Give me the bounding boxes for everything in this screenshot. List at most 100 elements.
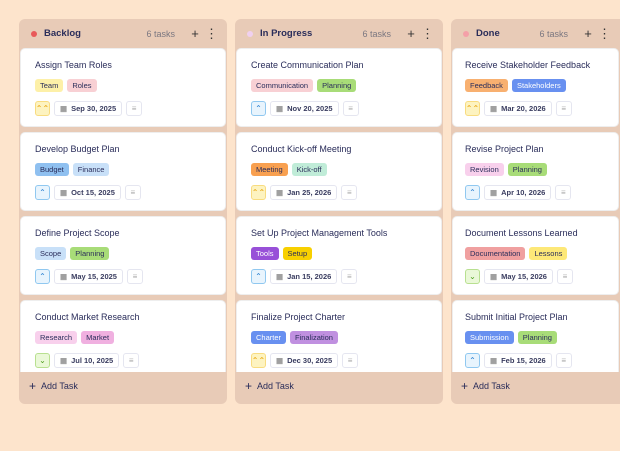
due-date-text: Mar 20, 2026: [501, 104, 546, 113]
due-date[interactable]: ▦ May 15, 2026: [484, 269, 553, 284]
description-icon[interactable]: ≡: [555, 185, 572, 200]
priority-medium-icon[interactable]: ⌃: [35, 185, 50, 200]
tag: Documentation: [465, 247, 526, 260]
priority-medium-icon[interactable]: ⌃: [251, 101, 266, 116]
due-date[interactable]: ▦ May 15, 2025: [54, 269, 123, 284]
due-date-text: Nov 20, 2025: [287, 104, 333, 113]
task-card[interactable]: Receive Stakeholder Feedback Feedback Sta…: [452, 48, 619, 127]
calendar-icon: ▦: [490, 188, 498, 197]
priority-low-icon[interactable]: ⌄: [35, 353, 50, 368]
due-date[interactable]: ▦ Dec 30, 2025: [270, 353, 339, 368]
calendar-icon: ▦: [276, 104, 284, 113]
description-icon[interactable]: ≡: [341, 269, 358, 284]
tag: Tools: [251, 247, 279, 260]
tag: Planning: [70, 247, 110, 260]
description-icon[interactable]: ≡: [555, 101, 572, 116]
task-count: 6 tasks: [362, 28, 391, 39]
add-icon[interactable]: +: [584, 26, 592, 41]
card-footer: ⌄ ▦ May 15, 2026 ≡: [465, 269, 606, 284]
tag: Planning: [517, 331, 557, 344]
due-date[interactable]: ▦ Mar 20, 2026: [484, 101, 552, 116]
tag-list: Research Market: [35, 331, 211, 344]
card-footer: ⌃⌃ ▦ Sep 30, 2025 ≡: [35, 101, 211, 116]
tag: Scope: [35, 247, 67, 260]
calendar-icon: ▦: [490, 272, 498, 281]
task-card[interactable]: Conduct Market Research Research Market ⌄…: [20, 300, 226, 372]
due-date-text: Apr 10, 2026: [501, 188, 546, 197]
tag-list: Charter Finalization: [251, 331, 427, 344]
tag: Finance: [72, 163, 110, 176]
due-date[interactable]: ▦ Feb 15, 2026: [484, 353, 552, 368]
card-list: Assign Team Roles Team Roles ⌃⌃ ▦ Sep 30, …: [19, 48, 227, 372]
due-date-text: Sep 30, 2025: [71, 104, 117, 113]
tag: Planning: [317, 79, 357, 92]
status-dot: [463, 30, 469, 37]
tag: Stakeholders: [511, 79, 566, 92]
priority-low-icon[interactable]: ⌄: [465, 269, 480, 284]
priority-high-icon[interactable]: ⌃⌃: [465, 101, 480, 116]
add-icon[interactable]: +: [191, 26, 199, 41]
add-task-button[interactable]: + Add Task: [245, 379, 294, 393]
add-task-button[interactable]: + Add Task: [29, 379, 78, 393]
due-date[interactable]: ▦ Apr 10, 2026: [484, 185, 552, 200]
task-card[interactable]: Revise Project Plan Revision Planning ⌃ ▦…: [452, 132, 619, 211]
task-card[interactable]: Develop Budget Plan Budget Finance ⌃ ▦ Oct…: [20, 132, 226, 211]
priority-high-icon[interactable]: ⌃⌃: [251, 353, 266, 368]
priority-medium-icon[interactable]: ⌃: [465, 353, 480, 368]
tag-list: Submission Planning: [465, 331, 606, 344]
tag-list: Meeting Kick-off: [251, 163, 427, 176]
description-icon[interactable]: ≡: [123, 353, 140, 368]
more-options-icon[interactable]: ⋮: [205, 25, 218, 41]
description-icon[interactable]: ≡: [341, 185, 358, 200]
tag: Research: [35, 331, 78, 344]
due-date[interactable]: ▦ Oct 15, 2025: [54, 185, 121, 200]
task-card[interactable]: Submit Initial Project Plan Submission Pl…: [452, 300, 619, 372]
card-footer: ⌃ ▦ Nov 20, 2025 ≡: [251, 101, 427, 116]
calendar-icon: ▦: [60, 188, 68, 197]
description-icon[interactable]: ≡: [556, 269, 573, 284]
more-options-icon[interactable]: ⋮: [421, 25, 434, 41]
description-icon[interactable]: ≡: [342, 101, 359, 116]
task-card[interactable]: Document Lessons Learned Documentation Le…: [452, 216, 619, 295]
task-card[interactable]: Assign Team Roles Team Roles ⌃⌃ ▦ Sep 30, …: [20, 48, 226, 127]
add-task-label: Add Task: [257, 381, 294, 391]
plus-icon: +: [245, 379, 253, 393]
priority-high-icon[interactable]: ⌃⌃: [35, 101, 50, 116]
more-options-icon[interactable]: ⋮: [598, 25, 611, 41]
description-icon[interactable]: ≡: [555, 353, 572, 368]
card-list: Receive Stakeholder Feedback Feedback Sta…: [451, 48, 620, 372]
task-card[interactable]: Define Project Scope Scope Planning ⌃ ▦ Ma…: [20, 216, 226, 295]
due-date[interactable]: ▦ Sep 30, 2025: [54, 101, 123, 116]
task-title: Revise Project Plan: [465, 144, 544, 154]
due-date-text: Feb 15, 2026: [501, 356, 546, 365]
priority-medium-icon[interactable]: ⌃: [251, 269, 266, 284]
tag: Setup: [282, 247, 313, 260]
task-title: Create Communication Plan: [251, 60, 364, 70]
task-title: Set Up Project Management Tools: [251, 228, 388, 238]
description-icon[interactable]: ≡: [124, 185, 141, 200]
tag: Feedback: [465, 79, 508, 92]
card-footer: ⌃ ▦ Apr 10, 2026 ≡: [465, 185, 606, 200]
task-card[interactable]: Finalize Project Charter Charter Finaliza…: [236, 300, 442, 372]
priority-medium-icon[interactable]: ⌃: [35, 269, 50, 284]
task-card[interactable]: Create Communication Plan Communication P…: [236, 48, 442, 127]
description-icon[interactable]: ≡: [126, 101, 143, 116]
due-date[interactable]: ▦ Jan 15, 2026: [270, 269, 338, 284]
due-date[interactable]: ▦ Jul 10, 2025: [54, 353, 120, 368]
add-task-button[interactable]: + Add Task: [461, 379, 510, 393]
tag: Submission: [465, 331, 514, 344]
add-icon[interactable]: +: [407, 26, 415, 41]
due-date[interactable]: ▦ Nov 20, 2025: [270, 101, 339, 116]
due-date-text: Oct 15, 2025: [71, 188, 115, 197]
priority-high-icon[interactable]: ⌃⌃: [251, 185, 266, 200]
description-icon[interactable]: ≡: [342, 353, 359, 368]
description-icon[interactable]: ≡: [126, 269, 143, 284]
add-task-label: Add Task: [473, 381, 510, 391]
priority-medium-icon[interactable]: ⌃: [465, 185, 480, 200]
tag: Kick-off: [291, 163, 327, 176]
calendar-icon: ▦: [490, 356, 498, 365]
calendar-icon: ▦: [276, 272, 284, 281]
task-card[interactable]: Set Up Project Management Tools Tools Set…: [236, 216, 442, 295]
due-date[interactable]: ▦ Jan 25, 2026: [270, 185, 338, 200]
task-card[interactable]: Conduct Kick-off Meeting Meeting Kick-off…: [236, 132, 442, 211]
